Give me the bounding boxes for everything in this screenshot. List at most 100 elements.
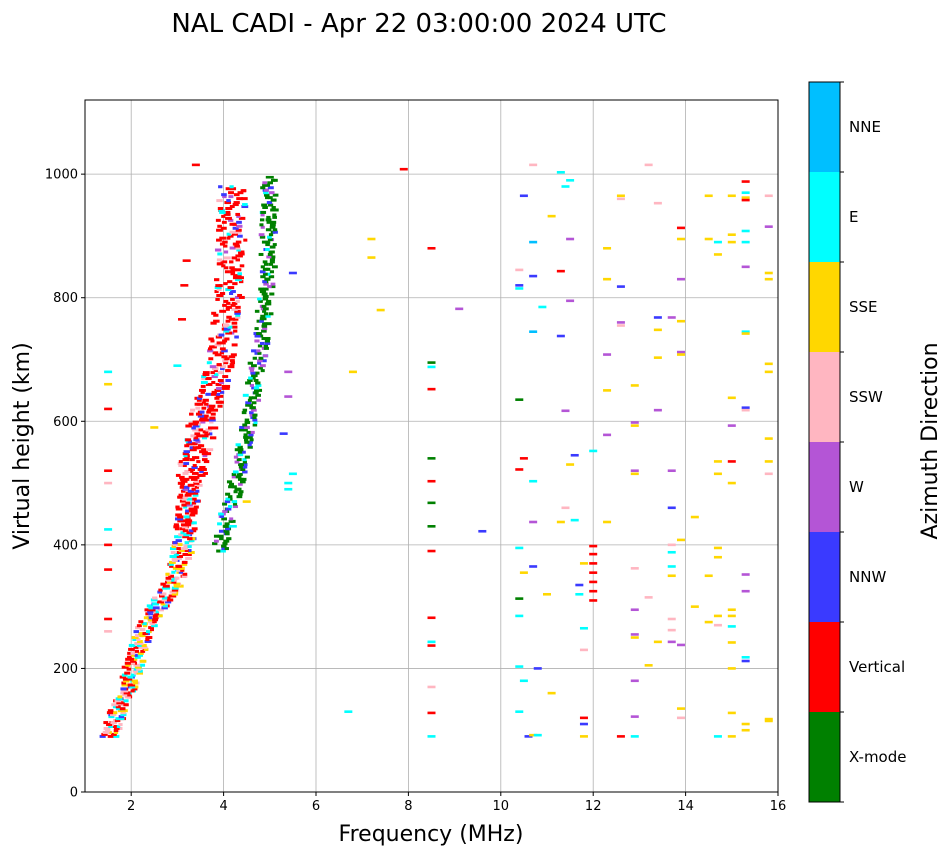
echo-point [258, 356, 264, 360]
echo-point [194, 499, 201, 503]
echo-point [216, 262, 224, 266]
echo-point [123, 679, 130, 683]
echo-point [137, 651, 144, 655]
echo-point [173, 525, 180, 529]
echo-point [195, 412, 203, 416]
echo-point [243, 435, 249, 439]
echo-point [191, 487, 196, 491]
echo-point [145, 612, 150, 616]
echo-point [241, 450, 246, 454]
colorbar-swatch [809, 172, 840, 262]
echo-point [223, 327, 231, 331]
echo-point [265, 314, 271, 318]
echo-point [104, 407, 113, 411]
echo-point [233, 201, 240, 205]
echo-point [764, 194, 773, 198]
echo-point [219, 390, 225, 394]
echo-point [169, 564, 174, 568]
echo-point [202, 458, 208, 462]
echo-point [259, 270, 266, 274]
echo-point [248, 433, 254, 437]
echo-point [247, 361, 254, 365]
echo-point [272, 230, 278, 234]
echo-point [233, 317, 239, 321]
echo-point [192, 464, 197, 468]
echo-point [217, 522, 222, 526]
echo-point [261, 240, 267, 244]
echo-point [189, 529, 194, 533]
echo-point [533, 667, 542, 670]
echo-point [284, 370, 293, 374]
echo-point [165, 572, 170, 576]
echo-point [205, 428, 212, 432]
echo-point [189, 513, 195, 517]
echo-point [171, 545, 176, 549]
echo-point [235, 230, 242, 234]
echo-point [173, 582, 181, 586]
echo-point [222, 359, 228, 363]
echo-point [233, 329, 238, 333]
echo-point [228, 191, 234, 195]
echo-point [270, 257, 276, 261]
echo-point [104, 630, 113, 633]
echo-point [279, 432, 288, 435]
echo-point [269, 191, 275, 195]
echo-point [376, 308, 385, 312]
echo-point [192, 493, 199, 497]
echo-point [230, 272, 236, 276]
echo-point [232, 276, 240, 280]
echo-point [104, 728, 111, 732]
echo-point [184, 511, 189, 515]
echo-point [208, 357, 214, 361]
echo-point [399, 167, 408, 171]
echo-point [175, 513, 182, 517]
echo-point [267, 203, 274, 207]
echo-point [764, 719, 773, 723]
echo-point [131, 653, 136, 657]
echo-point [122, 677, 129, 681]
echo-point [159, 594, 165, 598]
echo-point [260, 265, 265, 269]
echo-point [218, 185, 223, 189]
echo-point [137, 669, 143, 673]
data-marks [99, 163, 773, 738]
echo-point [235, 258, 240, 262]
echo-point [515, 398, 524, 401]
echo-point [249, 438, 254, 442]
plot-frame [84, 99, 779, 793]
echo-point [217, 404, 223, 408]
echo-point [233, 490, 238, 494]
echo-point [120, 713, 127, 717]
echo-point [225, 305, 232, 309]
echo-point [455, 307, 464, 311]
echo-point [176, 554, 184, 558]
echo-point [194, 479, 200, 483]
echo-point [265, 228, 272, 232]
echo-point [653, 356, 662, 359]
echo-point [235, 274, 242, 278]
echo-point [589, 599, 598, 602]
echo-point [229, 363, 235, 367]
echo-point [261, 304, 267, 308]
echo-point [216, 549, 221, 553]
echo-point [589, 580, 598, 584]
echo-point [556, 269, 565, 273]
echo-point [227, 218, 234, 222]
echo-point [192, 446, 199, 450]
echo-point [216, 382, 222, 386]
echo-point [111, 703, 119, 707]
echo-point [229, 230, 237, 234]
echo-point [262, 359, 267, 363]
echo-point [208, 426, 213, 430]
y-tick-label: 1000 [45, 168, 78, 183]
echo-point [193, 505, 199, 509]
echo-point [241, 189, 247, 193]
echo-point [205, 377, 212, 381]
echo-point [182, 529, 189, 533]
echo-point [216, 386, 223, 390]
echo-point [603, 246, 612, 250]
echo-point [220, 367, 225, 371]
echo-point [566, 237, 575, 241]
echo-point [427, 479, 436, 483]
echo-point [131, 679, 138, 683]
